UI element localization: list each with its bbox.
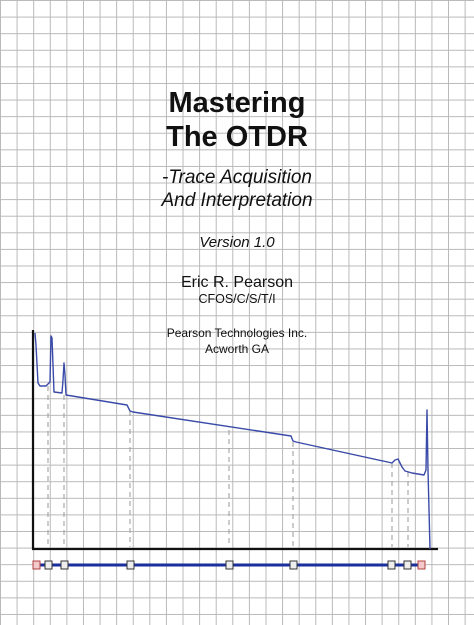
- connector-row: [32, 560, 426, 570]
- title-line-2: The OTDR: [166, 121, 308, 153]
- otdr-trace-line: [34, 332, 431, 550]
- event-markers: [47, 386, 409, 547]
- author-credentials: CFOS/C/S/T/I: [198, 292, 276, 306]
- connector: [126, 560, 135, 570]
- subtitle-line-1: -Trace Acquisition: [162, 167, 312, 188]
- end-connector: [417, 560, 426, 570]
- connector: [403, 560, 412, 570]
- subtitle-line-2: And Interpretation: [161, 190, 313, 211]
- connector: [387, 560, 396, 570]
- connector: [289, 560, 298, 570]
- company-name: Pearson Technologies Inc.: [166, 326, 308, 340]
- title-line-1: Mastering: [168, 87, 306, 119]
- connector: [60, 560, 69, 570]
- author-name: Eric R. Pearson: [180, 274, 294, 291]
- version-label: Version 1.0: [199, 234, 275, 251]
- connector: [44, 560, 53, 570]
- start-connector: [32, 560, 41, 570]
- company-location: Acworth GA: [204, 342, 270, 356]
- connector: [225, 560, 234, 570]
